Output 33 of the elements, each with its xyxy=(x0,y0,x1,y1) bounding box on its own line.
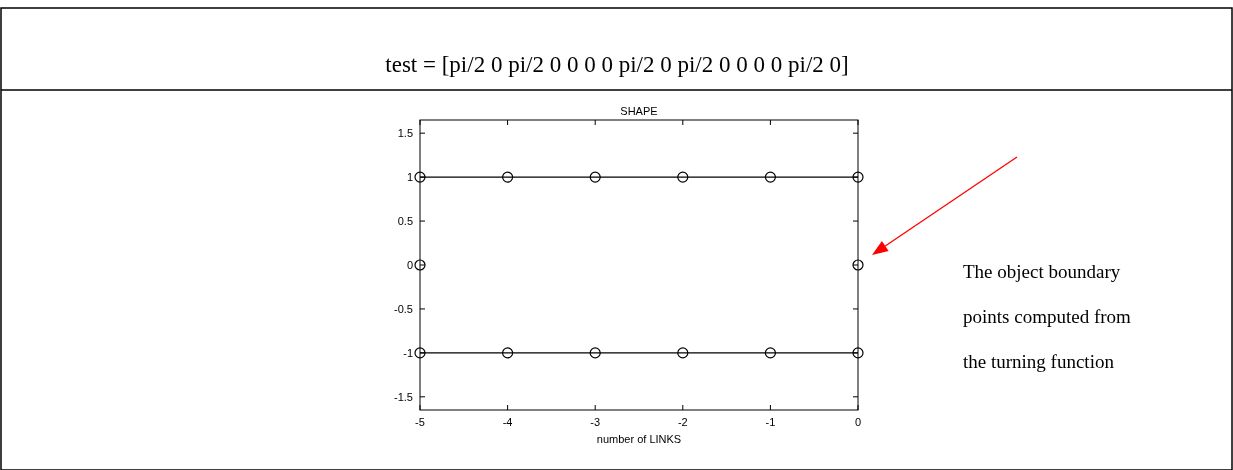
y-tick-label: 1.5 xyxy=(397,127,413,140)
point xyxy=(677,171,689,183)
y-tick-label: -0.5 xyxy=(394,302,413,315)
y-tick-label: -1.5 xyxy=(394,390,413,403)
x-tick-label: -5 xyxy=(415,416,425,428)
point xyxy=(502,171,514,183)
x-tick-label: -1 xyxy=(765,416,776,428)
x-tick-label: 0 xyxy=(854,416,862,428)
y-tick-label: -1 xyxy=(403,346,413,359)
point xyxy=(852,259,864,271)
x-axis-title: number of LINKS xyxy=(596,433,682,445)
chart-title: SHAPE xyxy=(620,105,658,117)
point xyxy=(414,171,426,183)
y-tick-label: 0.5 xyxy=(397,215,413,228)
y-tick-label: 1 xyxy=(406,171,413,184)
point xyxy=(852,171,864,183)
text: the turning function xyxy=(963,351,1115,372)
point xyxy=(764,171,776,183)
y-tick-label: 0 xyxy=(406,259,413,271)
point xyxy=(414,259,426,271)
point xyxy=(677,347,689,359)
point xyxy=(414,347,426,359)
text: The object boundary xyxy=(963,261,1121,282)
point xyxy=(502,347,514,359)
text: points computed from xyxy=(963,306,1132,327)
point xyxy=(589,347,601,359)
x-tick-label: -2 xyxy=(677,416,688,428)
point xyxy=(764,347,776,359)
point xyxy=(589,171,601,183)
point xyxy=(852,347,864,359)
x-tick-label: -4 xyxy=(502,416,513,428)
text: test = [pi/2 0 pi/2 0 0 0 0 pi/2 0 pi/2 0 0 0 0 pi/2 0] xyxy=(385,52,849,77)
x-tick-label: -3 xyxy=(590,416,601,428)
